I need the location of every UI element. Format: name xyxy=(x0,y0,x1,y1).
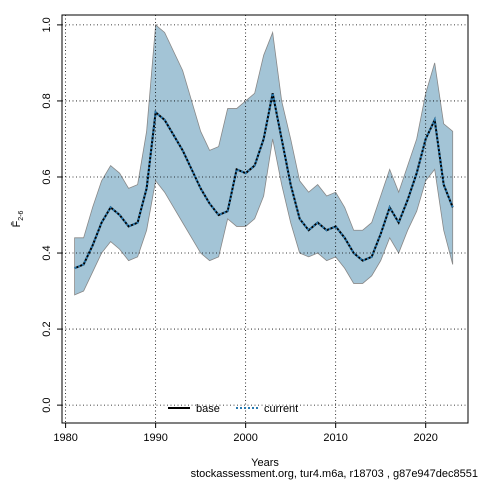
legend-label: current xyxy=(264,403,298,415)
x-tick-label: 1980 xyxy=(53,432,77,444)
y-axis-label-main: F̄ xyxy=(10,220,23,227)
y-tick-label: 0.6 xyxy=(41,169,53,184)
y-axis-label: F̄2-6 xyxy=(10,210,25,227)
x-tick-label: 2000 xyxy=(233,432,257,444)
x-axis-label: Years xyxy=(251,457,279,469)
x-tick-label: 2010 xyxy=(323,432,347,444)
y-axis-label-subscript: 2-6 xyxy=(18,210,25,220)
series-line xyxy=(74,93,454,270)
y-tick-label: 0.0 xyxy=(41,397,53,412)
y-tick-label: 0.8 xyxy=(41,93,53,108)
y-tick-label: 0.2 xyxy=(41,321,53,336)
legend-label: base xyxy=(196,403,220,415)
confidence-band xyxy=(74,24,454,296)
y-tick-label: 1.0 xyxy=(41,17,53,32)
y-tick-label: 0.4 xyxy=(41,245,53,260)
footer: stockassessment.org, tur4.m6a, r18703 , … xyxy=(191,468,478,480)
x-tick-label: 1990 xyxy=(143,432,167,444)
plot-frame xyxy=(61,14,469,424)
x-tick-label: 2020 xyxy=(413,432,437,444)
